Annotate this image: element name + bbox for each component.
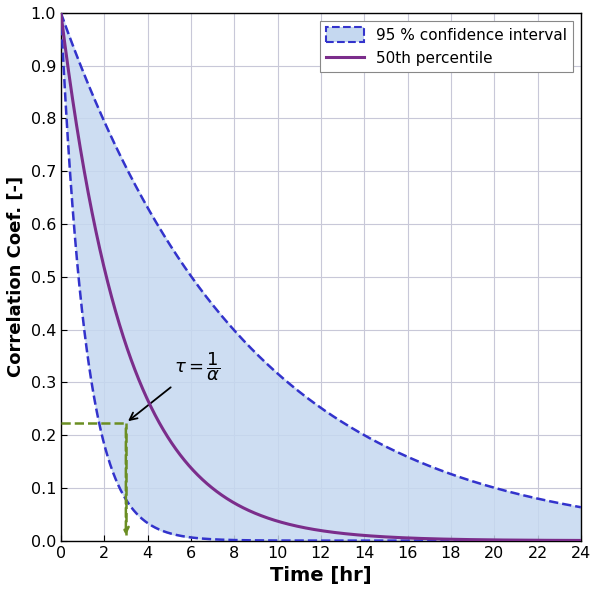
Text: $\tau = \dfrac{1}{\alpha}$: $\tau = \dfrac{1}{\alpha}$: [130, 350, 220, 420]
Y-axis label: Correlation Coef. [-]: Correlation Coef. [-]: [7, 176, 25, 377]
Legend: 95 % confidence interval, 50th percentile: 95 % confidence interval, 50th percentil…: [320, 21, 573, 72]
X-axis label: Time [hr]: Time [hr]: [270, 566, 372, 585]
